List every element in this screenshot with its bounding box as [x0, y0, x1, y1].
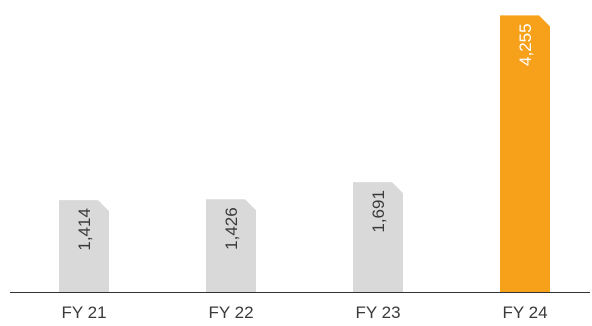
- bar-value-label: 1,426: [222, 207, 241, 250]
- bars-group: 1,414 1,426 1,691 4,255: [59, 15, 550, 293]
- bar-fy-21: [59, 200, 109, 292]
- bar-value-label: 1,691: [369, 190, 388, 233]
- x-tick-label: FY 24: [502, 303, 547, 322]
- bar-value-label: 1,414: [75, 208, 94, 251]
- bar-fy-23: [353, 182, 403, 292]
- bar-fy-22: [206, 199, 256, 292]
- x-tick-label: FY 23: [355, 303, 400, 322]
- x-tick-labels: FY 21 FY 22 FY 23 FY 24: [61, 303, 547, 322]
- bar-value-label: 4,255: [516, 23, 535, 66]
- bar-fy-24: [500, 15, 550, 293]
- x-tick-label: FY 22: [208, 303, 253, 322]
- x-tick-label: FY 21: [61, 303, 106, 322]
